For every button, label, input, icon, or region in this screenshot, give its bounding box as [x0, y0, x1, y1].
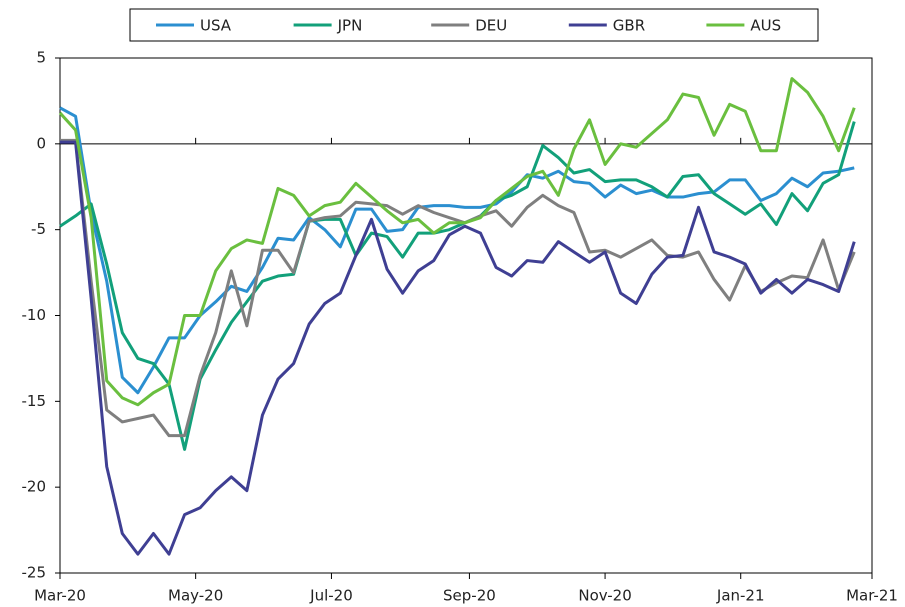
series-line [60, 140, 856, 556]
x-tick-label: Nov-20 [578, 587, 631, 605]
y-tick-label: -20 [22, 478, 47, 496]
x-tick-label: Sep-20 [443, 587, 496, 605]
legend-label: GBR [613, 17, 645, 35]
plot-frame [59, 57, 873, 574]
legend-box [129, 8, 819, 42]
legend-label: USA [200, 17, 232, 35]
y-tick-label: -5 [31, 220, 46, 238]
x-tick-label: Mar-21 [846, 587, 898, 605]
x-tick-label: Jul-20 [309, 587, 353, 605]
y-tick-label: -15 [22, 392, 47, 410]
y-tick-label: 5 [36, 49, 46, 67]
y-tick-label: -10 [22, 306, 47, 324]
y-tick-label: 0 [36, 134, 46, 152]
series-line [59, 121, 856, 451]
legend-label: JPN [337, 17, 363, 35]
legend-label: DEU [475, 17, 507, 35]
legend-label: AUS [750, 17, 781, 35]
series-line [58, 77, 856, 407]
x-tick-label: Mar-20 [34, 587, 86, 605]
x-tick-label: May-20 [168, 587, 223, 605]
series-line [60, 138, 856, 438]
y-tick-label: -25 [22, 564, 47, 582]
x-tick-label: Jan-21 [716, 587, 765, 605]
series-line [59, 106, 855, 395]
